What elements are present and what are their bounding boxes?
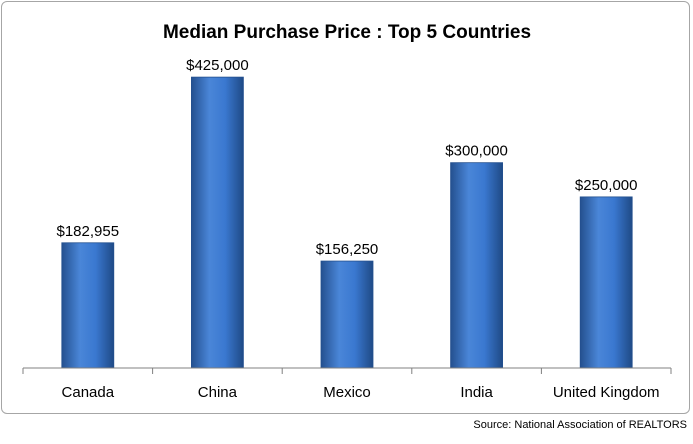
- category-label: United Kingdom: [553, 384, 660, 401]
- value-label: $182,955: [57, 223, 120, 240]
- value-label: $425,000: [186, 57, 249, 74]
- value-label: $156,250: [316, 241, 379, 258]
- value-label: $300,000: [445, 143, 508, 160]
- value-label: $250,000: [575, 177, 638, 194]
- bar-united-kingdom: [579, 196, 633, 369]
- chart-title: Median Purchase Price : Top 5 Countries: [163, 22, 531, 43]
- category-label: India: [460, 384, 493, 401]
- bar-india: [450, 162, 504, 369]
- category-label: China: [198, 384, 238, 401]
- category-label: Canada: [62, 384, 115, 401]
- category-label: Mexico: [323, 384, 371, 401]
- bar-canada: [61, 242, 115, 369]
- source-note: Source: National Association of REALTORS: [473, 419, 687, 431]
- bar-china: [190, 76, 244, 369]
- bar-mexico: [320, 260, 374, 369]
